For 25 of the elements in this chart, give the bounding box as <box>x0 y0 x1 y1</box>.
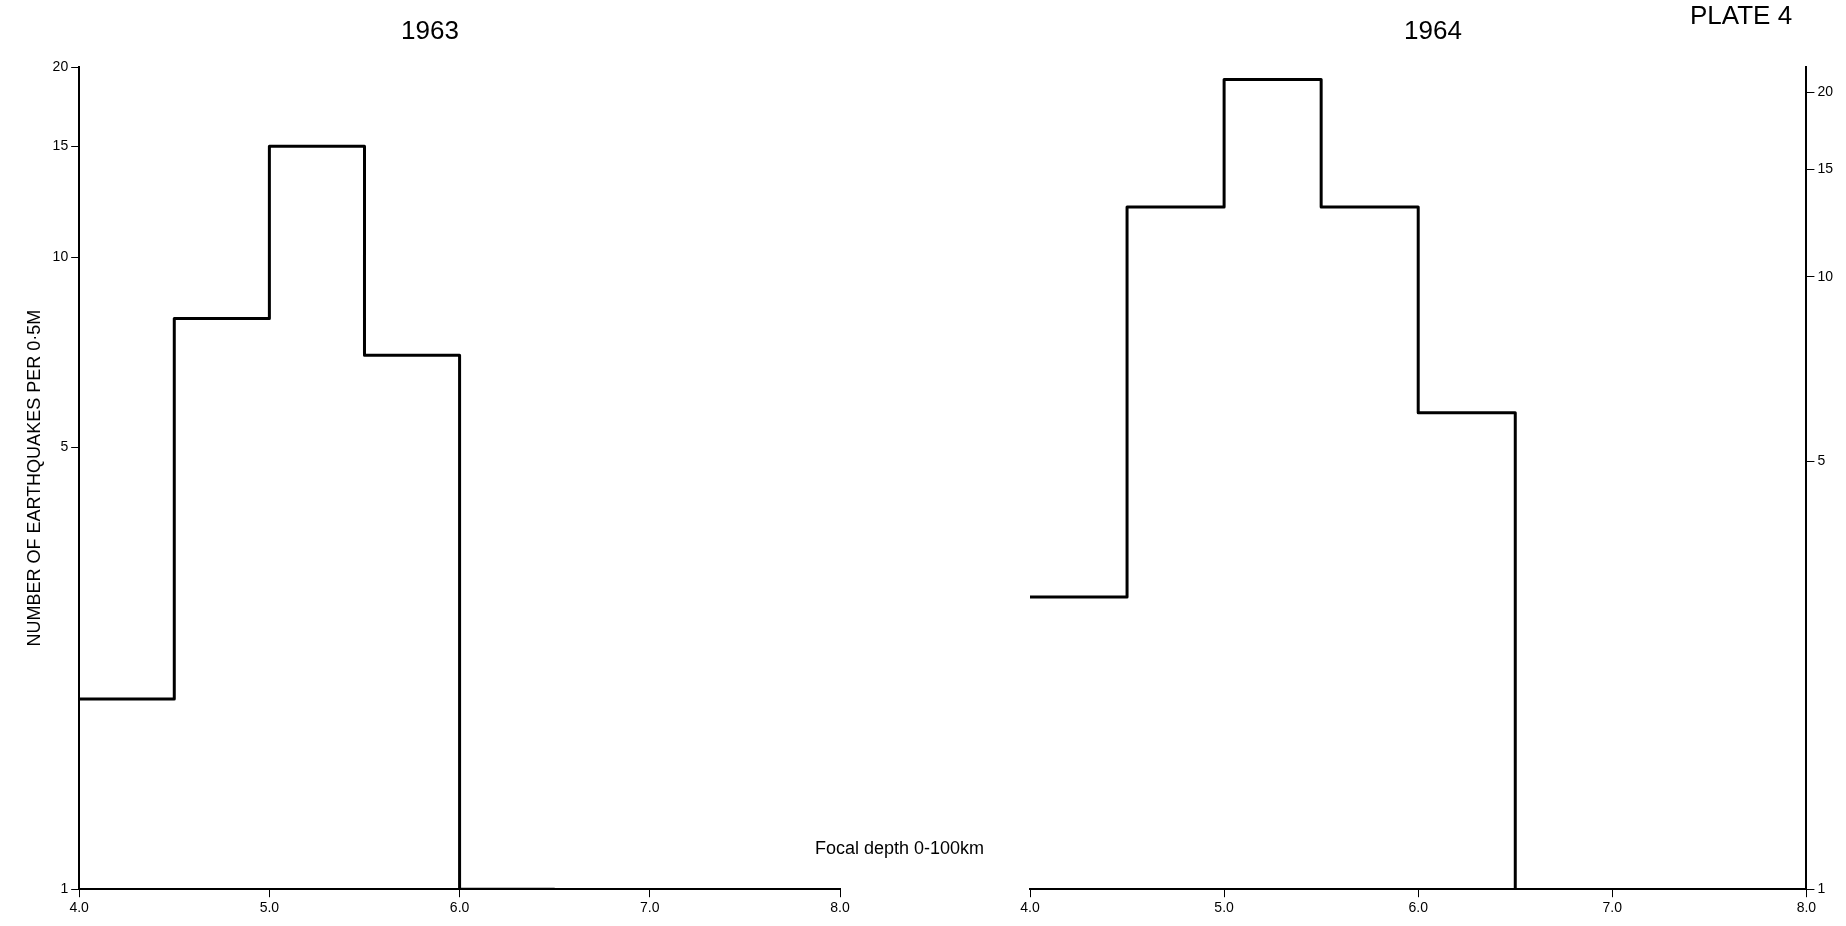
y2-tick-label: 10 <box>1817 267 1834 284</box>
x-tick-label: 8.0 <box>830 899 850 916</box>
chart-title: 1963 <box>401 14 459 45</box>
x-tick-label: 6.0 <box>449 899 470 916</box>
y2-tick-label: 20 <box>1817 83 1834 100</box>
y-axis-title: NUMBER OF EARTHQUAKES PER 0·5M <box>23 309 44 647</box>
chart-title: 1964 <box>1404 14 1462 45</box>
y-tick-label: 5 <box>60 438 69 455</box>
x-tick-label: 4.0 <box>69 899 90 916</box>
x-tick-label: 7.0 <box>640 899 660 916</box>
y-tick-label: 15 <box>52 137 69 153</box>
text: PLATE 4 <box>1690 0 1793 31</box>
x-tick-label: 4.0 <box>1020 899 1040 916</box>
x-tick-label: 5.0 <box>1214 899 1235 916</box>
x-tick-label: 5.0 <box>259 899 280 916</box>
x-tick-label: 7.0 <box>1602 899 1623 916</box>
x-tick-label: 6.0 <box>1408 899 1429 916</box>
y-tick-label: 20 <box>52 58 69 75</box>
y2-tick-label: 5 <box>1817 452 1826 469</box>
x-tick-label: 8.0 <box>1796 899 1817 916</box>
annotation: Focal depth 0-100km <box>815 838 985 859</box>
y2-tick-label: 1 <box>1817 880 1826 897</box>
y-tick-label: 10 <box>52 248 69 265</box>
y2-tick-label: 15 <box>1817 159 1834 176</box>
y-tick-label: 1 <box>60 880 69 897</box>
